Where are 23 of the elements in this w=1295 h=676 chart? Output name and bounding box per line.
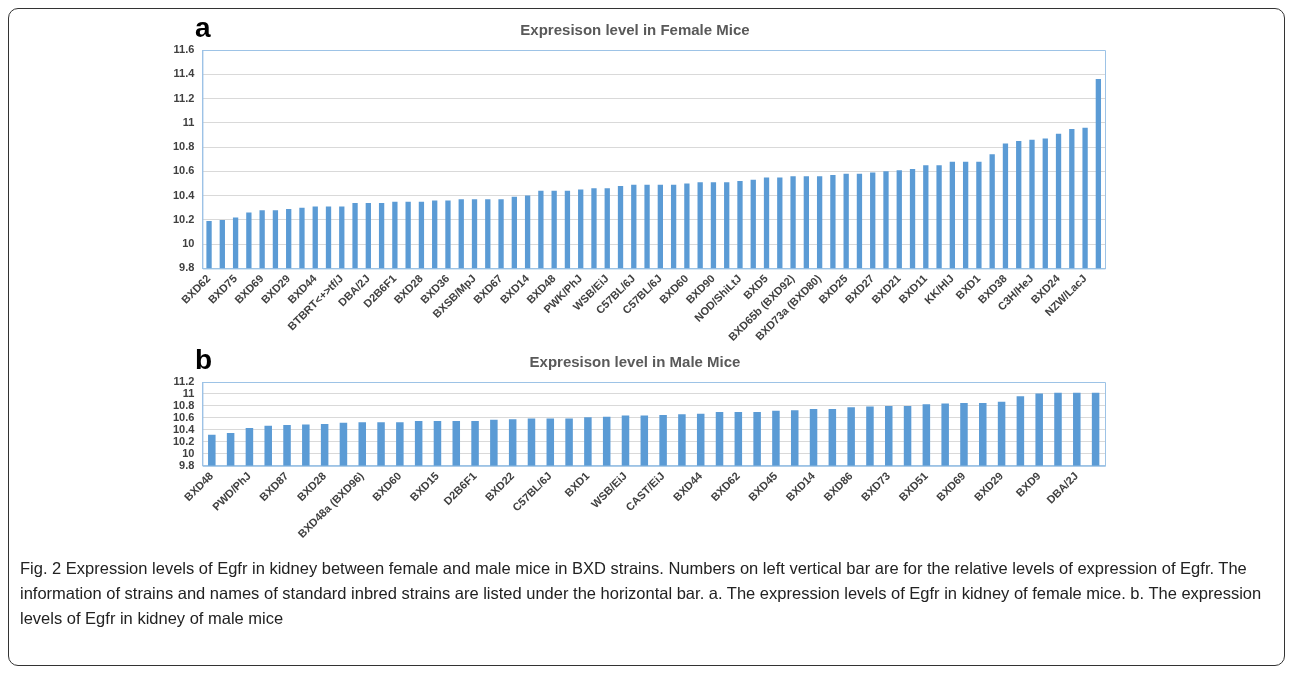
text: b	[195, 344, 213, 376]
y-tick-label: 11.6	[173, 43, 195, 56]
y-tick-label: 9.8	[179, 458, 195, 471]
y-tick-label: 11.2	[173, 91, 195, 104]
text: a	[195, 12, 211, 44]
y-tick-label: 10.2	[172, 212, 195, 225]
y-tick-label: 10.6	[172, 410, 195, 423]
y-tick-label: 10.4	[172, 422, 196, 435]
y-tick-label: 10.8	[172, 140, 195, 153]
y-tick-label: 10.8	[172, 398, 195, 411]
y-tick-label: 10.6	[172, 164, 195, 177]
y-tick-label: 11	[182, 115, 195, 128]
y-tick-label: 10	[182, 237, 195, 250]
y-tick-label: 10	[182, 446, 195, 459]
y-tick-label: 10.2	[172, 434, 195, 447]
y-tick-label: 11.2	[173, 375, 195, 388]
chart-title: Expresison level in Female Mice	[520, 21, 750, 39]
y-tick-label: 9.8	[179, 261, 195, 274]
y-tick-label: 11.4	[173, 67, 196, 80]
y-tick-label: 10.4	[172, 188, 196, 201]
y-tick-label: 11	[182, 387, 195, 400]
caption: Fig. 2 Expression levels of Egfr in kidney between female and male mice in BXD strains. Numbers on left vertical bar are for the relative levels of expression of Egfr. The information of strains and names of standard inbred strains are listed under the horizontal bar. a. The expression levels of Egfr in kidney of female mice. b. The expression levels of Egfr in kidney of male mice	[20, 558, 1263, 629]
chart-title: Expresison level in Male Mice	[529, 353, 741, 371]
